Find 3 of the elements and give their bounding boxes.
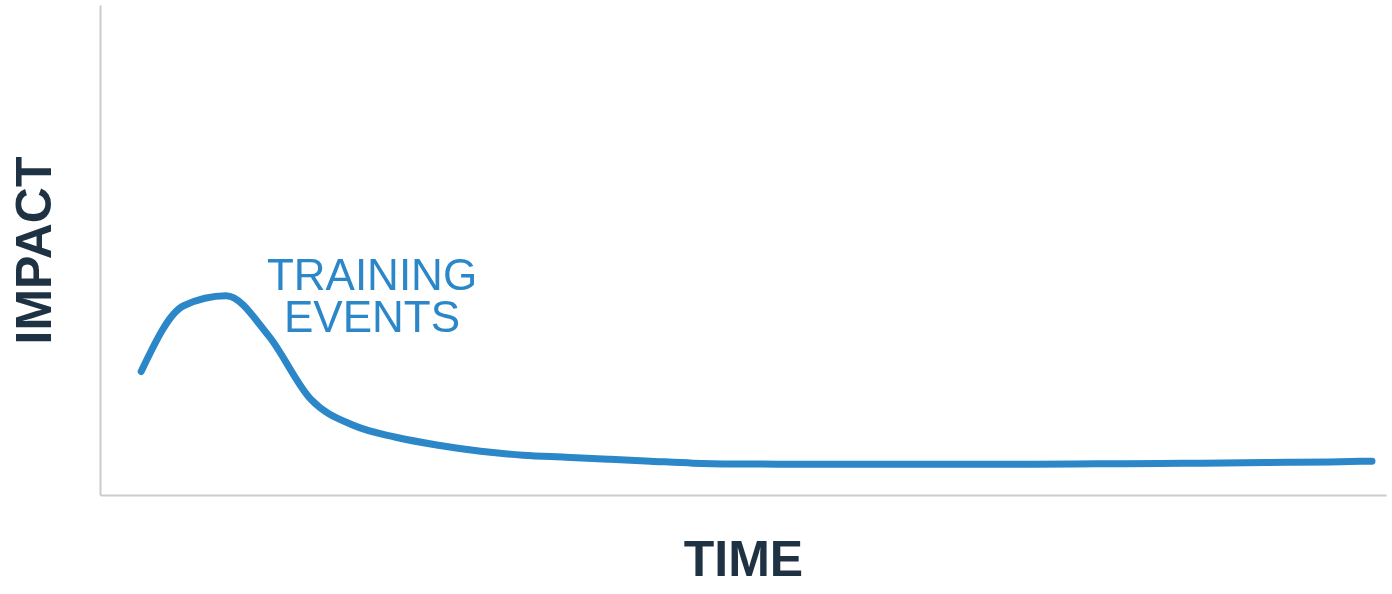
- annotation: TRAINING EVENTS: [266, 250, 478, 341]
- y-axis-title: IMPACT: [5, 156, 62, 345]
- x-axis-title: TIME: [683, 530, 804, 587]
